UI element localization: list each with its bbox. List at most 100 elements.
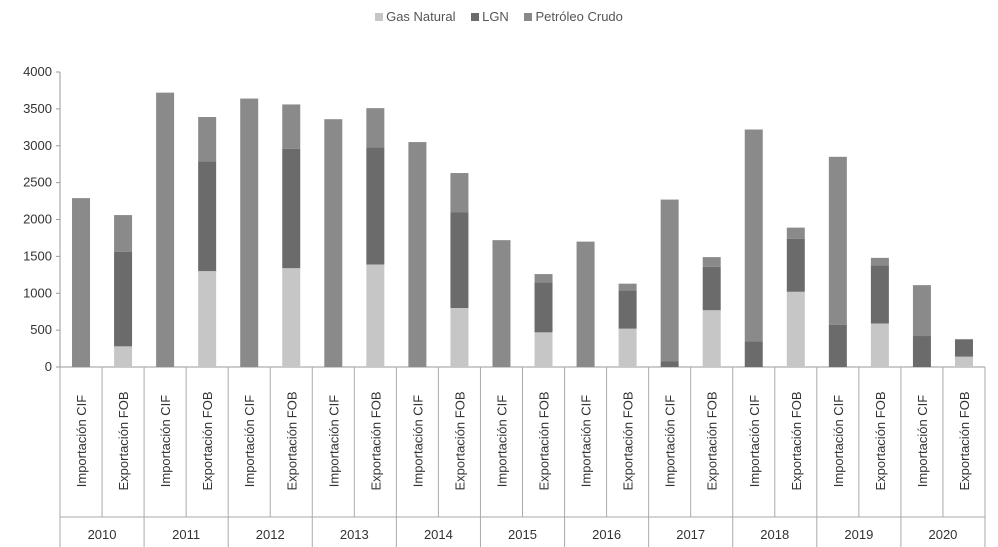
year-label: 2014 [424, 527, 453, 542]
bar-segment-gas-natural [198, 271, 217, 367]
bar-segment-gas-natural [870, 323, 889, 367]
bar-segment-lgn [744, 341, 763, 367]
bar-segment-gas-natural [618, 328, 637, 367]
category-label: Exportación FOB [621, 392, 636, 491]
category-label: Importación CIF [579, 395, 594, 488]
legend-swatch-gas-natural [375, 12, 384, 21]
category-label: Exportación FOB [452, 392, 467, 491]
bar-segment-lgn [366, 147, 385, 265]
bar-segment-petroleo-crudo [576, 241, 595, 367]
bar-segment-petroleo-crudo [240, 98, 259, 368]
bar-segment-petroleo-crudo [954, 338, 973, 340]
bar-segment-lgn [534, 282, 553, 333]
category-label: Importación CIF [915, 395, 930, 488]
bar-segment-gas-natural [786, 291, 805, 367]
year-label: 2018 [760, 527, 789, 542]
bar-segment-petroleo-crudo [324, 119, 343, 367]
bar-segment-gas-natural [366, 264, 385, 367]
category-label: Importación CIF [74, 395, 89, 488]
category-label: Importación CIF [158, 395, 173, 488]
bar-segment-lgn [912, 336, 931, 367]
year-label: 2017 [676, 527, 705, 542]
bar-segment-petroleo-crudo [282, 104, 301, 149]
bar-segment-gas-natural [282, 268, 301, 367]
bar-segment-petroleo-crudo [870, 257, 889, 266]
category-label: Exportación FOB [957, 392, 972, 491]
bar-segment-lgn [282, 148, 301, 269]
bar-segment-lgn [618, 290, 637, 329]
year-label: 2015 [508, 527, 537, 542]
bar-segment-petroleo-crudo [156, 92, 175, 368]
legend-label: Gas Natural [386, 9, 456, 25]
legend-swatch-lgn [471, 12, 480, 21]
bar-segment-petroleo-crudo [408, 142, 427, 367]
category-label: Exportación FOB [789, 392, 804, 491]
bar-segment-gas-natural [450, 308, 469, 367]
category-label: Importación CIF [326, 395, 341, 488]
bar-segment-petroleo-crudo [198, 116, 217, 162]
category-label: Exportación FOB [200, 392, 215, 491]
bar-segment-petroleo-crudo [912, 285, 931, 337]
bar-segment-petroleo-crudo [828, 156, 847, 325]
bar-segment-petroleo-crudo [618, 283, 637, 291]
bar-segment-gas-natural [954, 356, 973, 367]
bar-segment-petroleo-crudo [786, 227, 805, 239]
category-label: Exportación FOB [116, 392, 131, 491]
bar-segment-petroleo-crudo [660, 199, 679, 362]
y-tick-label: 3500 [23, 101, 52, 116]
legend-item-petroleo-crudo: Petróleo Crudo [524, 8, 623, 25]
category-label: Exportación FOB [873, 392, 888, 491]
legend-label: Petróleo Crudo [535, 9, 623, 25]
bar-segment-petroleo-crudo [492, 240, 511, 367]
bar-segment-gas-natural [114, 346, 133, 367]
year-label: 2019 [844, 527, 873, 542]
bar-segment-petroleo-crudo [450, 173, 469, 213]
y-tick-label: 3000 [23, 138, 52, 153]
bar-segment-lgn [870, 265, 889, 324]
year-label: 2012 [256, 527, 285, 542]
category-label: Exportación FOB [705, 392, 720, 491]
category-label: Importación CIF [494, 395, 509, 488]
y-tick-label: 500 [30, 322, 52, 337]
bar-segment-gas-natural [534, 332, 553, 367]
category-label: Importación CIF [747, 395, 762, 488]
category-label: Exportación FOB [368, 392, 383, 491]
year-label: 2011 [172, 527, 200, 542]
year-label: 2013 [340, 527, 369, 542]
bar-segment-petroleo-crudo [114, 215, 133, 252]
category-label: Importación CIF [410, 395, 425, 488]
bar-segment-lgn [786, 238, 805, 292]
bar-segment-petroleo-crudo [72, 198, 91, 367]
bar-segment-petroleo-crudo [702, 257, 721, 267]
y-tick-label: 1000 [23, 285, 52, 300]
year-label: 2020 [928, 527, 957, 542]
category-label: Importación CIF [831, 395, 846, 488]
bar-segment-petroleo-crudo [744, 129, 763, 342]
bar-segment-petroleo-crudo [534, 274, 553, 283]
bar-segment-lgn [702, 266, 721, 311]
year-label: 2016 [592, 527, 621, 542]
y-tick-label: 2000 [23, 212, 52, 227]
category-label: Exportación FOB [537, 392, 552, 491]
legend-swatch-petroleo-crudo [524, 12, 533, 21]
category-label: Importación CIF [663, 395, 678, 488]
legend-item-gas-natural: Gas Natural [375, 8, 455, 24]
legend-label: LGN [482, 9, 509, 25]
bar-segment-lgn [660, 361, 679, 367]
bar-segment-lgn [954, 339, 973, 357]
y-tick-label: 2500 [23, 175, 52, 190]
category-label: Importación CIF [242, 395, 257, 488]
bar-segment-lgn [114, 251, 133, 347]
bar-segment-lgn [198, 161, 217, 272]
bar-segment-gas-natural [702, 310, 721, 367]
legend: Gas Natural LGN Petróleo Crudo [0, 8, 998, 24]
category-label: Exportación FOB [284, 392, 299, 491]
bar-segment-petroleo-crudo [366, 108, 385, 148]
year-label: 2010 [88, 527, 117, 542]
y-tick-label: 4000 [23, 64, 52, 79]
bar-segment-lgn [828, 324, 847, 367]
legend-item-lgn: LGN [471, 8, 509, 24]
bar-segment-lgn [450, 212, 469, 308]
y-tick-label: 1500 [23, 248, 52, 263]
